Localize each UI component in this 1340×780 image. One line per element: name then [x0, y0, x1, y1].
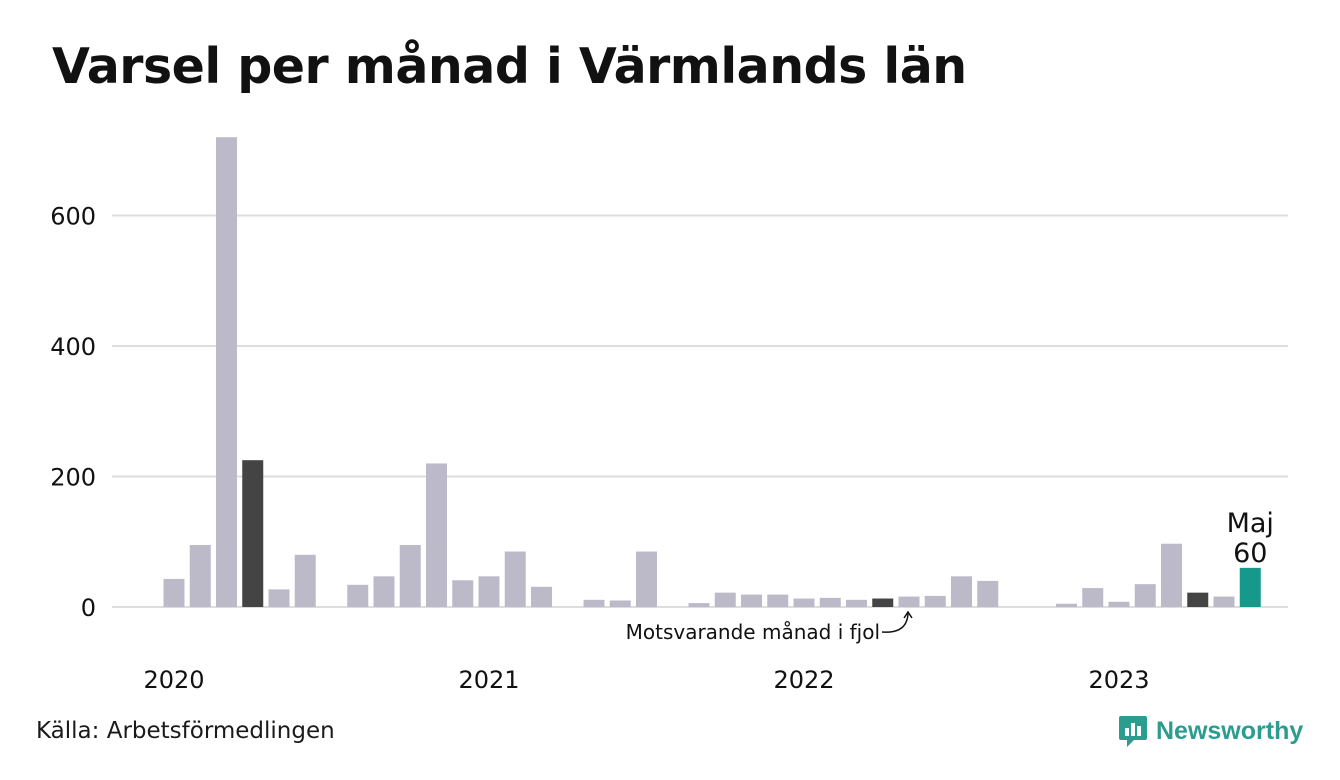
bars: [163, 137, 1261, 607]
bar: [583, 599, 605, 607]
bar: [1108, 601, 1130, 607]
bar: [163, 578, 185, 607]
bar: [1213, 596, 1235, 607]
bar: [531, 586, 552, 607]
annotation-arrowhead: [903, 610, 913, 619]
bar: [741, 594, 762, 607]
y-tick-label: 200: [50, 464, 96, 492]
bar: [189, 545, 211, 607]
bar: [898, 596, 920, 607]
x-tick-label: 2020: [143, 666, 204, 694]
bar: [373, 576, 395, 607]
y-axis-labels: 0 200 400 600: [50, 203, 96, 623]
grid-lines: [112, 214, 1288, 608]
bar: [767, 594, 789, 607]
x-axis-labels: 2020 2021 2022 2023: [143, 666, 1149, 694]
bar-highlight: [1239, 567, 1261, 607]
x-tick-label: 2023: [1088, 666, 1149, 694]
bar: [347, 584, 369, 607]
x-tick-label: 2021: [458, 666, 519, 694]
bar: [216, 137, 237, 607]
bar: [924, 595, 946, 607]
brand-logo: Newsworthy: [1118, 714, 1303, 748]
bar: [846, 599, 867, 607]
bar: [636, 551, 657, 607]
bar: [977, 580, 999, 607]
newsworthy-logo-icon: [1119, 716, 1147, 747]
bar: [714, 592, 736, 607]
y-tick-label: 600: [50, 203, 96, 231]
x-tick-label: 2022: [773, 666, 834, 694]
brand-name: Newsworthy: [1156, 716, 1304, 745]
annotation-arrow: [881, 611, 909, 633]
bar: [1134, 584, 1156, 607]
bar: [688, 603, 710, 607]
highlight-value-label: 60: [1233, 538, 1267, 569]
y-tick-label: 400: [50, 333, 96, 361]
bar: [951, 576, 972, 607]
bar-comparison: [1187, 592, 1209, 607]
y-tick-label: 0: [81, 594, 96, 622]
bar: [294, 554, 316, 607]
bar: [426, 463, 447, 607]
source-label: Källa: Arbetsförmedlingen: [36, 718, 335, 744]
highlight-month-label: Maj: [1227, 508, 1274, 539]
bar: [609, 600, 631, 607]
bar: [793, 598, 815, 607]
comparison-annotation: Motsvarande månad i fjol: [626, 620, 880, 644]
bar: [504, 551, 526, 607]
bar: [1161, 543, 1182, 607]
bar: [819, 597, 841, 607]
bar: [399, 545, 421, 607]
bar: [268, 589, 290, 607]
bar: [452, 580, 474, 607]
page-title: Varsel per månad i Värmlands län: [52, 38, 967, 95]
bar: [1056, 603, 1077, 607]
bar-comparison: [242, 460, 264, 607]
bar-comparison: [872, 598, 894, 607]
bar: [1082, 588, 1104, 607]
bar: [478, 576, 500, 607]
